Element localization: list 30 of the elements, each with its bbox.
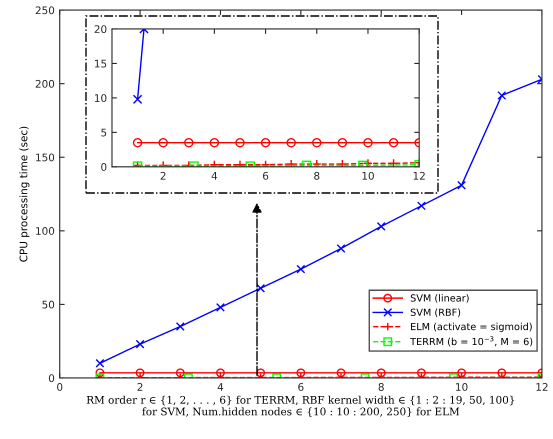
x-tick-label: 4 [212, 172, 218, 180]
x-tick-label: 12 [536, 383, 548, 391]
y-tick-label: 0 [101, 163, 106, 171]
y-tick-label: 250 [36, 6, 54, 14]
x-tick-label: 10 [362, 172, 374, 180]
x-tick-label: 8 [314, 172, 320, 180]
x-tick-label: 6 [262, 172, 268, 180]
legend-label: SVM (RBF) [410, 308, 460, 318]
x-tick-label: 2 [138, 383, 142, 391]
y-tick-label: 5 [101, 128, 106, 136]
x-tick-label: 8 [378, 383, 384, 391]
x-tick-label: 2 [160, 172, 166, 180]
y-tick-label: 100 [36, 227, 54, 235]
legend-label: ELM (activate = sigmoid) [411, 322, 532, 332]
y-tick-label: 0 [48, 374, 54, 382]
legend-label: TERRM (b = 10$^{−3}$, M = 6) [410, 336, 532, 346]
y-tick-label: 150 [36, 153, 54, 162]
y-axis-title: CPU processing time (sec) [19, 126, 30, 262]
x-tick-label: 0 [57, 383, 62, 391]
y-tick-label: 15 [95, 60, 106, 68]
legend-label: SVM (linear) [410, 294, 469, 303]
x-tick-label: 4 [218, 383, 224, 391]
x-tick-label: 12 [414, 172, 425, 180]
y-tick-label: 50 [42, 300, 54, 309]
x-tick-label: 6 [298, 383, 304, 391]
y-tick-label: 20 [94, 25, 106, 34]
x-axis-title: RM order r ∈ {1, 2, . . . , 6} for TERRM, RBF kernel width ∈ {1 : 2 : 19, 50, 100} for SVM, Num.hidden nodes ∈ {10 : 10 : 200, 250} for ELM [86, 396, 514, 417]
x-tick-label: 10 [456, 383, 468, 391]
y-tick-label: 200 [36, 80, 54, 88]
y-tick-label: 10 [95, 94, 106, 102]
